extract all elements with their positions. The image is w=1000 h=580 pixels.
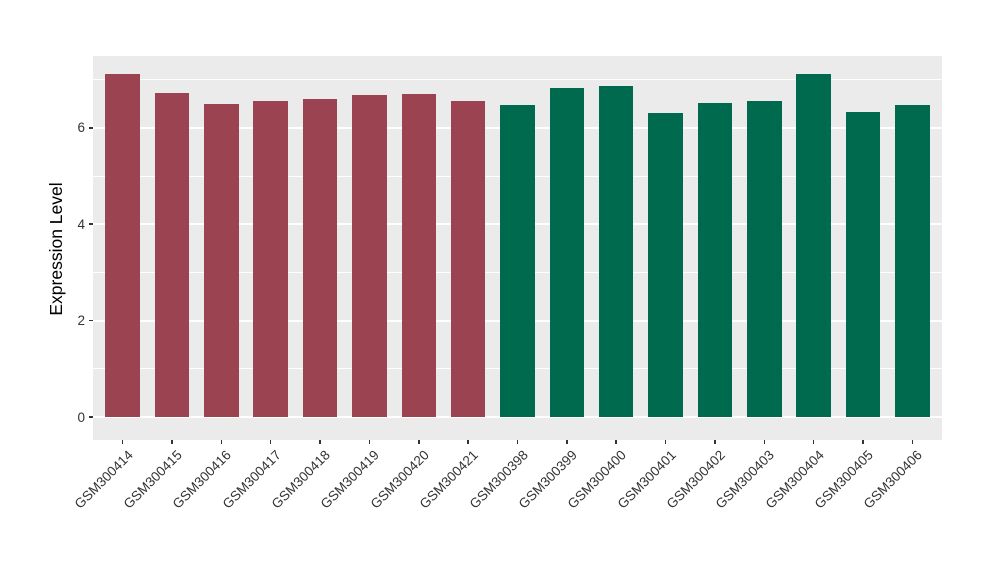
bar — [747, 100, 782, 417]
x-tick-mark — [664, 440, 667, 444]
x-tick-mark — [171, 440, 173, 444]
x-tick-mark — [862, 440, 864, 444]
x-tick-mark — [763, 440, 766, 444]
y-tick-label: 6 — [77, 120, 85, 136]
x-tick-mark — [220, 440, 223, 444]
x-tick-mark — [566, 440, 568, 444]
bar — [845, 112, 881, 417]
y-tick-label: 0 — [77, 409, 85, 425]
bar — [401, 94, 437, 417]
x-tick-mark — [269, 440, 272, 444]
y-tick-mark — [88, 127, 93, 129]
y-tick-label: 2 — [77, 313, 85, 329]
x-tick-mark — [418, 440, 420, 444]
bar — [500, 105, 535, 417]
bar — [352, 94, 387, 417]
y-tick-mark — [88, 223, 93, 225]
bar — [895, 105, 930, 417]
bar — [450, 100, 486, 417]
bar — [204, 103, 239, 417]
y-axis-title: Expression Level — [46, 182, 66, 316]
plot-panel — [93, 56, 942, 440]
x-tick-mark — [812, 440, 815, 444]
gridline-major — [93, 416, 942, 418]
x-tick-mark — [911, 440, 914, 444]
gridline-minor — [93, 79, 942, 81]
bar — [697, 103, 733, 417]
bar — [796, 73, 831, 417]
bar — [648, 113, 683, 417]
bar — [154, 92, 190, 417]
y-tick-mark — [88, 319, 93, 322]
x-tick-mark — [319, 440, 321, 444]
bar — [105, 73, 140, 417]
x-tick-mark — [467, 440, 469, 444]
x-tick-mark — [516, 440, 519, 444]
bar — [598, 85, 634, 417]
x-tick-mark — [615, 440, 617, 444]
x-tick-mark — [714, 440, 716, 444]
x-tick-mark — [121, 440, 124, 444]
y-tick-mark — [88, 416, 93, 418]
bar — [253, 100, 288, 417]
x-tick-mark — [368, 440, 371, 444]
bar — [549, 88, 585, 417]
y-tick-label: 4 — [77, 216, 85, 232]
bar — [302, 98, 338, 417]
